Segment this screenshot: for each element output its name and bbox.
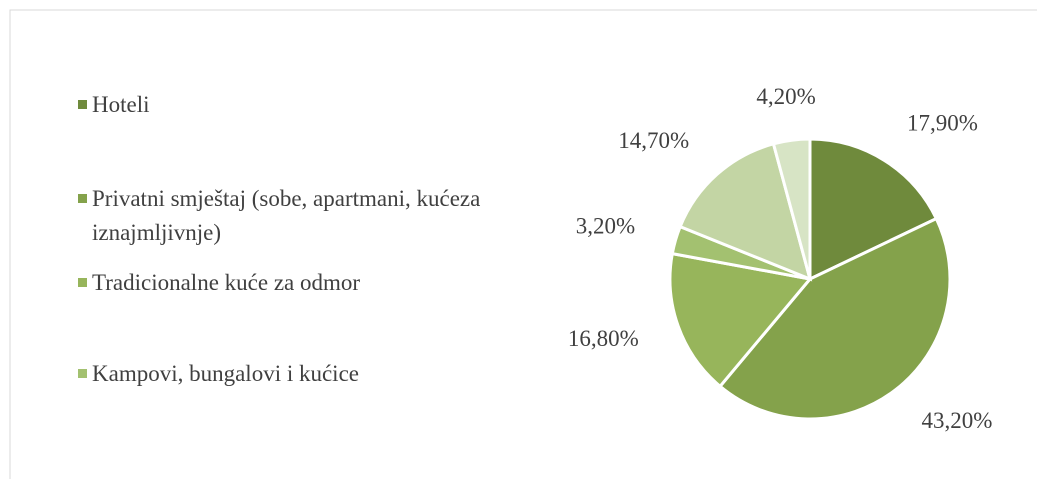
legend-label: Tradicionalne kuće za odmor [92, 270, 361, 295]
legend-swatch [78, 194, 87, 203]
pie-slice [668, 251, 813, 389]
data-label: 16,80% [568, 326, 639, 351]
legend-label: Privatni smještaj (sobe, apartmani, kuće… [92, 186, 481, 245]
data-label: 14,70% [618, 128, 689, 153]
pie-slice [771, 137, 812, 280]
legend-label: Hoteli [92, 92, 150, 117]
legend-swatch [78, 369, 87, 378]
legend-swatch [78, 278, 87, 287]
pie-slice [678, 142, 813, 282]
legend-swatch [78, 100, 87, 109]
pie-slice [808, 137, 939, 282]
frame [9, 9, 1037, 479]
pie-slice [717, 216, 952, 421]
data-label: 3,20% [576, 214, 635, 239]
data-label: 17,90% [907, 110, 978, 135]
data-label: 43,20% [922, 408, 993, 433]
data-label: 4,20% [756, 84, 815, 109]
legend-label: Kampovi, bungalovi i kućice [92, 361, 359, 386]
